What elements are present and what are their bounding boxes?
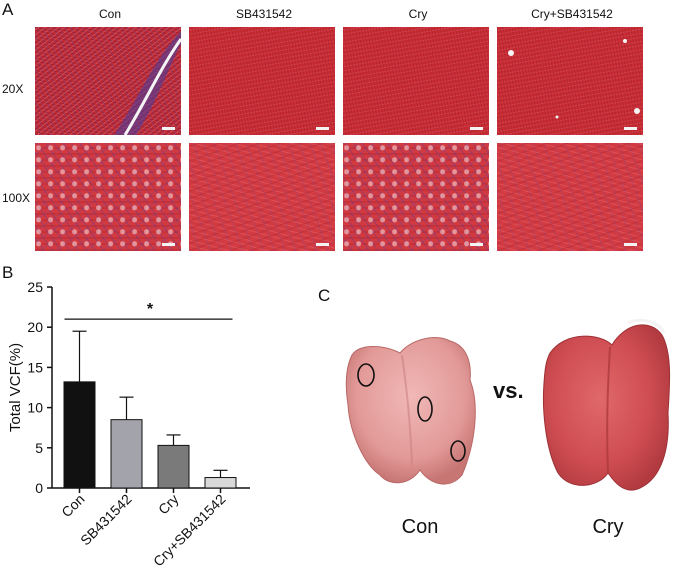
panel-b-letter: B [2,263,14,282]
y-tick-label: 0 [35,480,43,496]
lesion-circle [357,363,375,387]
x-tick-label: SB431542 [77,491,135,549]
lung-label-cry: Cry [592,516,624,538]
column-label-sb431542: SB431542 [235,7,293,21]
y-tick-label: 5 [35,440,43,456]
x-tick-label: Cry [155,491,182,518]
vs-label: vs. [493,378,524,403]
column-label-cry: Cry [408,7,428,21]
micrograph-cry-sb431542-20x [497,27,643,135]
scale-bar [470,243,483,246]
lung-photo-cry [542,318,671,491]
micrograph-sb431542-20x [189,27,335,135]
x-tick-label: Con [58,491,87,520]
tissue-holes [508,39,640,119]
row-label-100x: 100X [2,191,31,205]
micrograph-cry-100x [343,143,489,251]
y-tick-label: 20 [27,319,43,335]
bar-sb431542 [110,419,143,489]
column-label-cry-sb431542: Cry+SB431542 [531,7,613,21]
scale-bar [316,243,329,246]
column-label-con: Con [98,7,121,21]
y-axis-label: Total VCF(%) [7,343,24,432]
scale-bar [162,243,175,246]
scale-bar [624,127,637,130]
bar-con [63,381,96,489]
lung-label-con: Con [401,516,439,538]
lung-photo-con [345,337,476,485]
micrograph-con-20x [35,27,181,135]
panel-c-letter: C [318,286,331,305]
y-tick-label: 15 [27,359,43,375]
bar-cry [157,444,190,489]
micrograph-cry-sb431542-100x [497,143,643,251]
scale-bar [316,127,329,130]
micrograph-con-100x [35,143,181,251]
vessel-streak [114,31,181,135]
lesion-circle [450,440,466,462]
y-tick-label: 25 [27,279,43,295]
scale-bar [624,243,637,246]
row-label-20x: 20X [2,82,24,96]
scale-bar [162,127,175,130]
bar-cry-sb431542 [204,477,237,489]
micrograph-sb431542-100x [189,143,335,251]
significance-star: * [147,301,154,318]
panel-a-letter: A [2,0,14,19]
lesion-circle [417,396,433,422]
y-tick-label: 10 [27,400,43,416]
micrograph-cry-20x [343,27,489,135]
scale-bar [470,127,483,130]
